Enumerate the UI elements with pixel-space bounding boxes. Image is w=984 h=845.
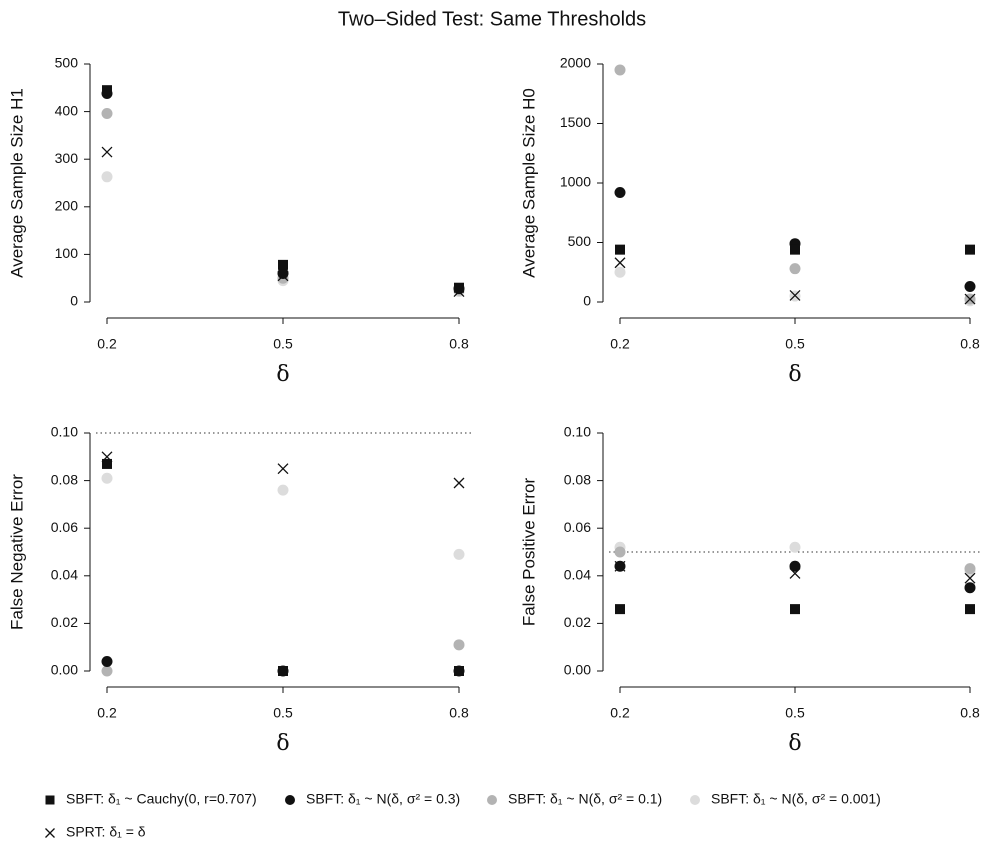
y-tick-label: 2000 <box>560 55 591 71</box>
point-circle <box>789 263 801 275</box>
point-circle <box>789 560 801 572</box>
legend-marker <box>45 795 55 805</box>
point-square <box>454 666 464 676</box>
y-tick-label: 0.00 <box>51 662 78 678</box>
point-circle <box>964 281 976 293</box>
point-circle <box>101 472 113 484</box>
y-tick-label: 500 <box>55 55 79 71</box>
x-tick-label: 0.2 <box>610 336 630 352</box>
y-tick-label: 0.04 <box>564 567 591 583</box>
point-circle <box>614 187 626 199</box>
point-circle <box>453 639 465 651</box>
point-x <box>614 257 626 269</box>
legend-label: SBFT: δ₁ ~ N(δ, σ² = 0.001) <box>711 791 881 807</box>
x-tick-label: 0.5 <box>785 336 805 352</box>
y-tick-label: 0.08 <box>51 471 78 487</box>
x-tick-label: 0.8 <box>449 336 469 352</box>
legend-label: SBFT: δ₁ ~ Cauchy(0, r=0.707) <box>66 791 257 807</box>
point-circle <box>964 563 976 575</box>
y-tick-label: 0.06 <box>51 519 78 535</box>
x-axis-label: δ <box>788 731 801 756</box>
point-square <box>102 458 112 469</box>
y-tick-label: 0.10 <box>51 424 78 440</box>
point-x <box>964 293 976 305</box>
legend-marker <box>45 828 55 838</box>
y-axis-label: False Positive Error <box>519 478 538 627</box>
point-circle <box>614 64 626 76</box>
point-x <box>964 572 976 584</box>
point-circle <box>964 582 976 594</box>
x-axis-label: δ <box>276 362 289 387</box>
point-x <box>789 289 801 301</box>
x-tick-label: 0.8 <box>960 705 980 721</box>
point-square <box>615 604 625 615</box>
point-circle <box>453 548 465 560</box>
legend-marker <box>285 795 295 805</box>
point-circle <box>101 665 113 677</box>
point-circle <box>277 267 289 279</box>
y-axis-label: False Negative Error <box>7 474 26 630</box>
point-square <box>965 604 975 615</box>
point-square <box>790 244 800 255</box>
y-tick-label: 500 <box>568 233 592 249</box>
x-tick-label: 0.5 <box>273 336 293 352</box>
x-tick-label: 0.5 <box>785 705 805 721</box>
point-x <box>614 560 626 572</box>
y-tick-label: 0.08 <box>564 471 591 487</box>
point-square <box>102 85 112 96</box>
x-tick-label: 0.8 <box>449 705 469 721</box>
point-x <box>277 270 289 282</box>
point-circle <box>101 655 113 667</box>
y-tick-label: 0.10 <box>564 424 591 440</box>
point-x <box>101 451 113 463</box>
point-circle <box>789 541 801 553</box>
point-x <box>277 463 289 475</box>
legend-label: SBFT: δ₁ ~ N(δ, σ² = 0.3) <box>306 791 460 807</box>
point-x <box>789 567 801 579</box>
y-tick-label: 100 <box>55 245 79 261</box>
point-circle <box>277 484 289 496</box>
legend-marker <box>690 795 700 805</box>
y-axis-label: Average Sample Size H1 <box>7 88 26 278</box>
x-tick-label: 0.5 <box>273 705 293 721</box>
y-tick-label: 400 <box>55 102 79 118</box>
y-tick-label: 200 <box>55 198 79 214</box>
y-tick-label: 0.06 <box>564 519 591 535</box>
point-square <box>790 604 800 615</box>
x-tick-label: 0.8 <box>960 336 980 352</box>
y-tick-label: 0.02 <box>51 614 78 630</box>
legend-marker <box>487 795 497 805</box>
point-x <box>453 477 465 489</box>
point-square <box>615 244 625 255</box>
x-axis-label: δ <box>276 731 289 756</box>
point-circle <box>101 108 113 120</box>
legend-label: SBFT: δ₁ ~ N(δ, σ² = 0.1) <box>508 791 662 807</box>
point-x <box>453 286 465 297</box>
point-circle <box>101 171 113 183</box>
point-square <box>454 282 464 293</box>
x-axis-label: δ <box>788 362 801 387</box>
y-axis-label: Average Sample Size H0 <box>519 88 538 278</box>
y-tick-label: 0 <box>70 293 78 309</box>
point-square <box>278 666 288 676</box>
point-square <box>965 244 975 255</box>
figure-title: Two–Sided Test: Same Thresholds <box>338 8 646 30</box>
y-tick-label: 300 <box>55 150 79 166</box>
y-tick-label: 0 <box>583 293 591 309</box>
x-tick-label: 0.2 <box>97 705 117 721</box>
point-square <box>278 259 288 270</box>
y-tick-label: 1000 <box>560 174 591 190</box>
y-tick-label: 0.00 <box>564 662 591 678</box>
point-x <box>101 146 113 158</box>
y-tick-label: 1500 <box>560 114 591 130</box>
x-tick-label: 0.2 <box>97 336 117 352</box>
y-tick-label: 0.04 <box>51 567 78 583</box>
point-circle <box>614 266 626 278</box>
point-circle <box>614 546 626 558</box>
x-tick-label: 0.2 <box>610 705 630 721</box>
legend-label: SPRT: δ₁ = δ <box>66 824 146 840</box>
y-tick-label: 0.02 <box>564 614 591 630</box>
